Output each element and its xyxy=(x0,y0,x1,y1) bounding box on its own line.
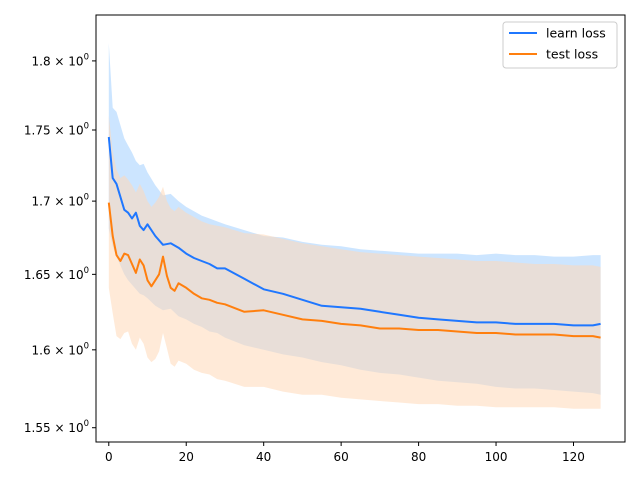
y-tick-label: 1.55 × 100 xyxy=(24,419,89,435)
band-test-loss xyxy=(108,116,601,409)
axes-frame xyxy=(95,14,626,443)
legend-label-test-loss: test loss xyxy=(546,47,598,62)
line-learn-loss xyxy=(107,136,601,327)
y-tick-label: 1.65 × 100 xyxy=(24,266,89,282)
x-tick-label: 20 xyxy=(179,450,194,464)
x-tick-label: 120 xyxy=(562,450,585,464)
legend-label-learn-loss: learn loss xyxy=(546,26,606,41)
x-tick-label: 80 xyxy=(411,450,426,464)
y-tick-label: 1.6 × 100 xyxy=(32,341,89,357)
y-axis: 1.55 × 100 1.6 × 100 1.65 × 100 1.7 × 100 1.… xyxy=(24,52,96,435)
x-tick-label: 60 xyxy=(333,450,348,464)
line-test-loss xyxy=(107,202,601,339)
confidence-bands xyxy=(108,43,601,409)
y-tick-label: 1.75 × 100 xyxy=(24,122,89,138)
series-lines xyxy=(107,136,601,339)
y-tick-label: 1.7 × 100 xyxy=(32,193,89,209)
x-tick-label: 100 xyxy=(485,450,508,464)
plot-area xyxy=(95,14,626,443)
x-tick-label: 40 xyxy=(256,450,271,464)
legend: learn loss test loss xyxy=(502,21,618,69)
y-tick-label: 1.8 × 100 xyxy=(32,52,89,68)
x-axis: 0 20 40 60 80 100 120 xyxy=(105,442,585,464)
x-tick-label: 0 xyxy=(105,450,113,464)
